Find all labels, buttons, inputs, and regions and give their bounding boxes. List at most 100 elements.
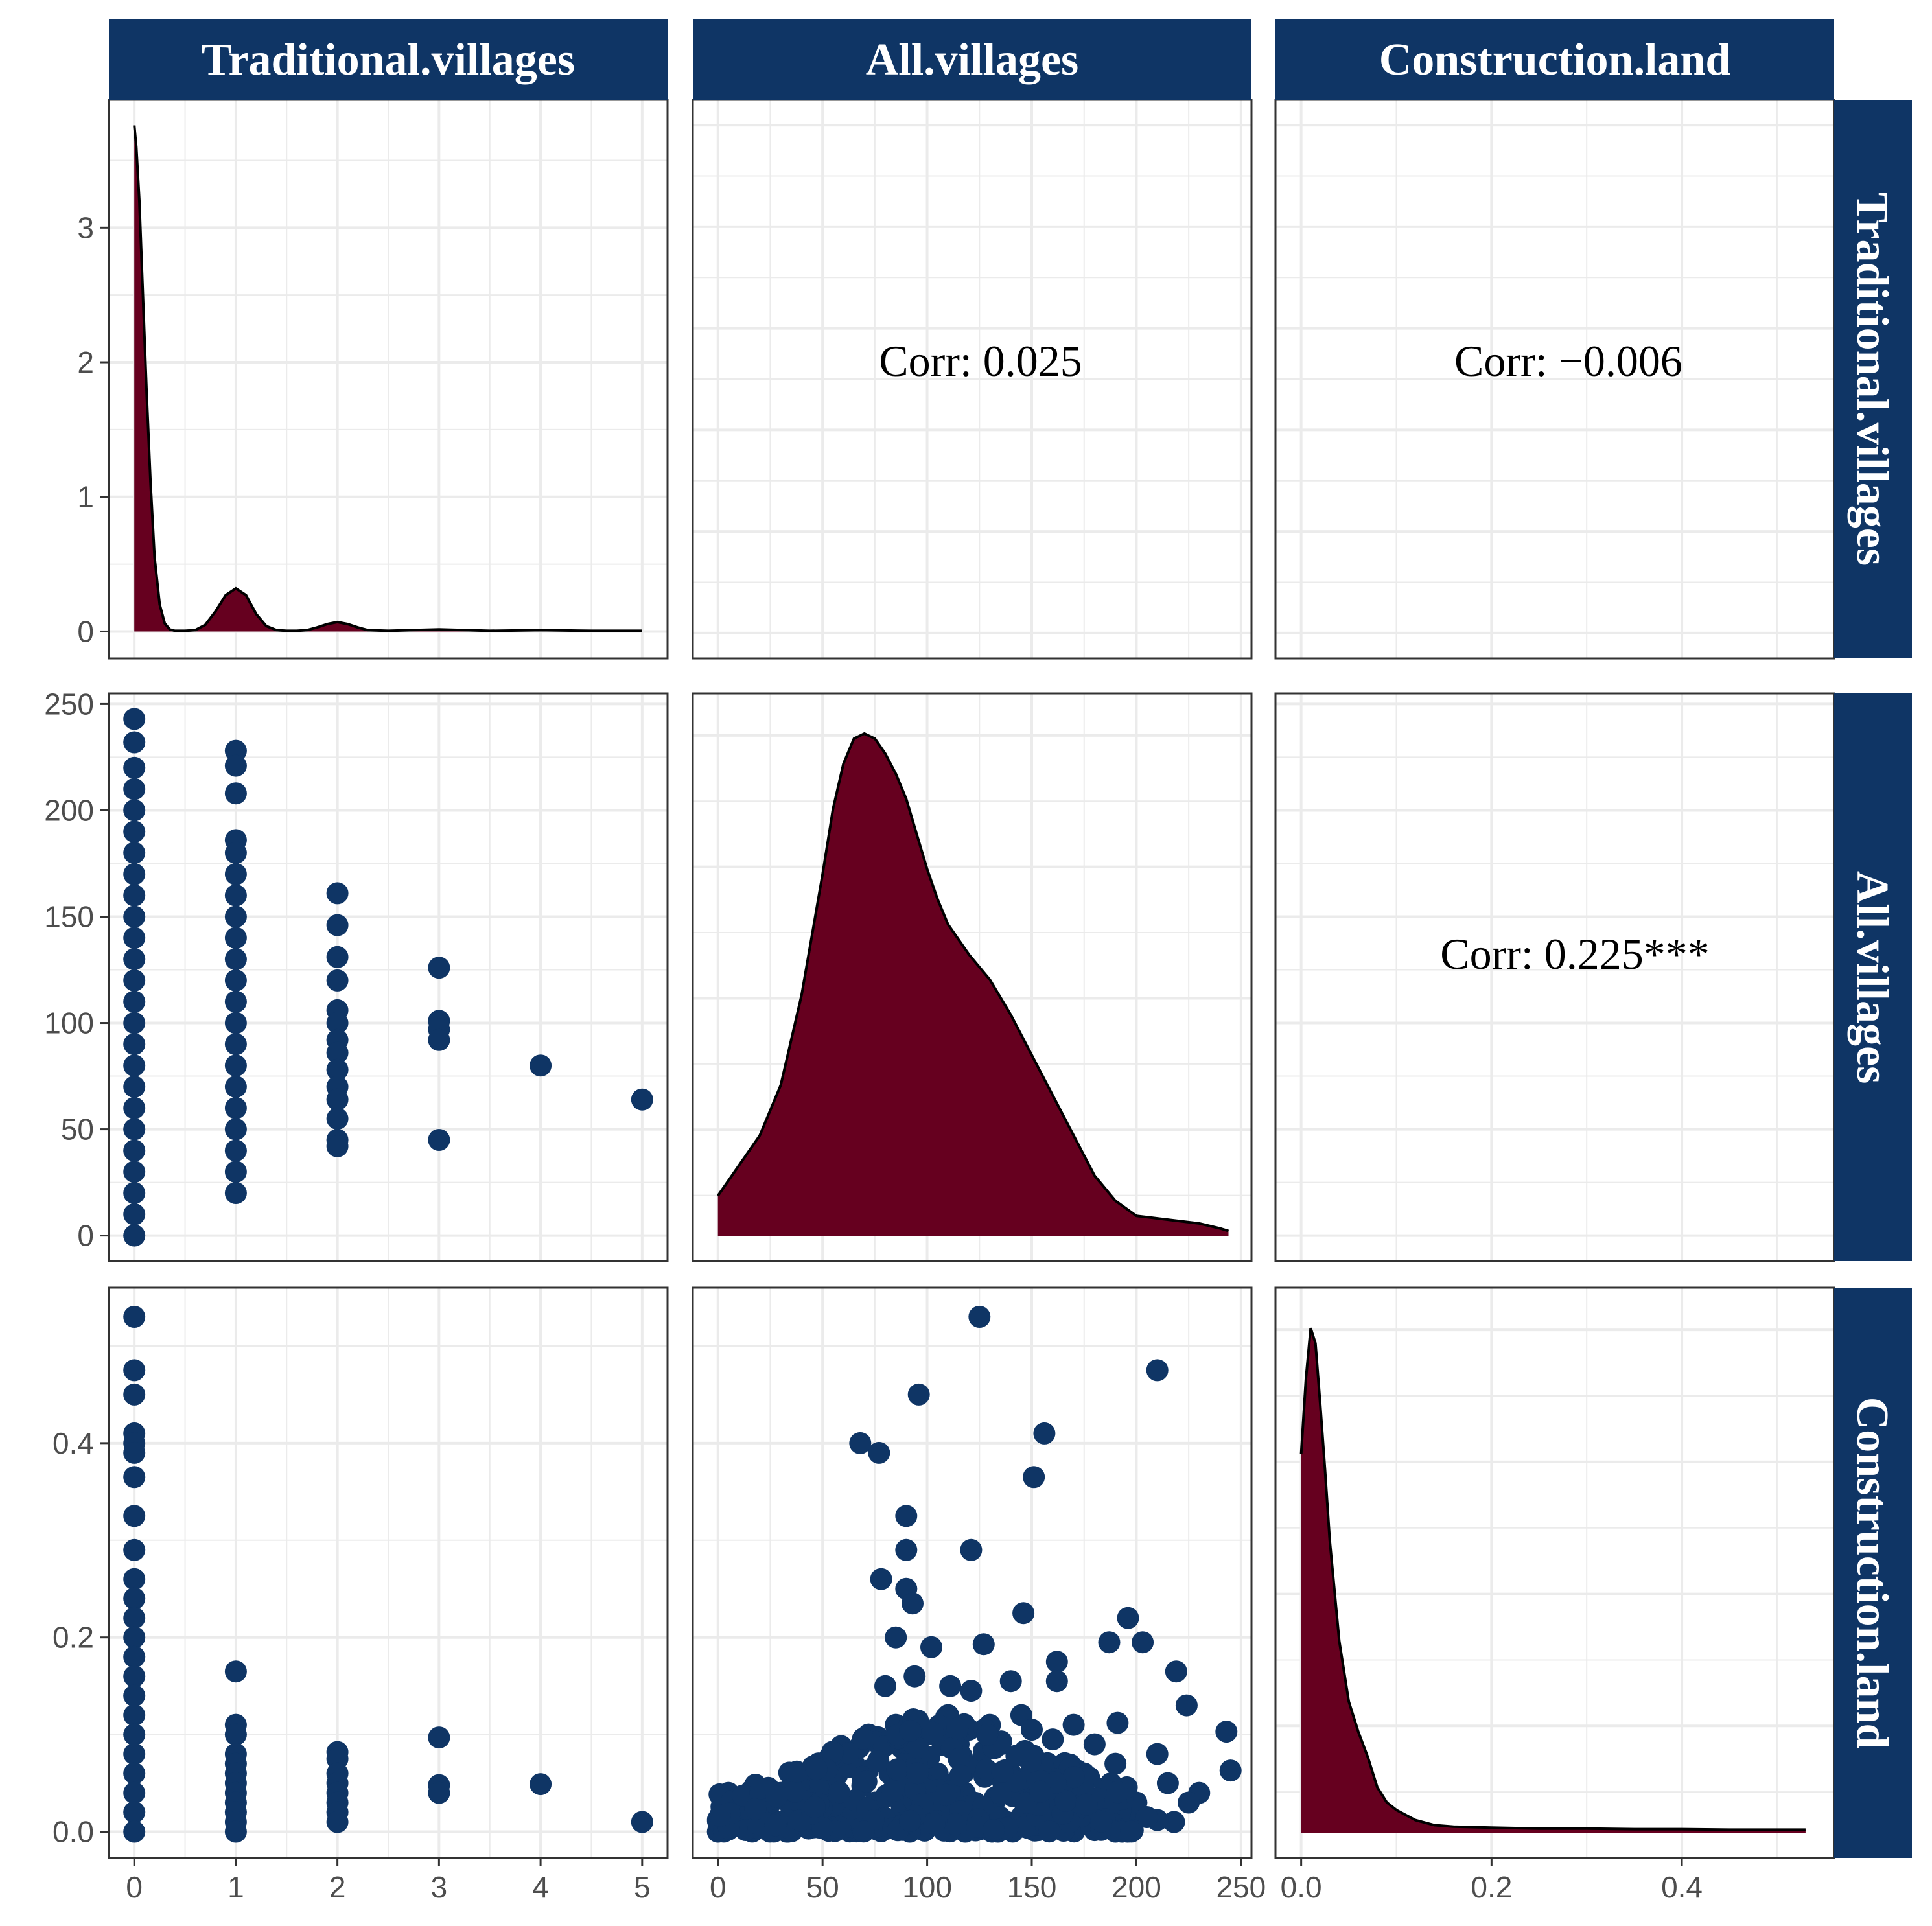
scatter-point-all-vs-traditional — [123, 1139, 146, 1162]
x-tick-label-All.villages: 50 — [806, 1870, 839, 1904]
data-layer — [123, 125, 1806, 1843]
scatter-point-construction-vs-traditional — [123, 1359, 146, 1382]
y-tick-label-All.villages: 50 — [61, 1113, 94, 1146]
row-strips: Traditional.villages All.villages Constr… — [1834, 100, 1912, 1858]
scatter-point-construction-vs-all — [1175, 1694, 1198, 1717]
y-tick-label-traditional-density: 2 — [77, 345, 94, 379]
panel-border-1-0 — [108, 692, 669, 1262]
column-strips: Traditional.villages All.villages Constr… — [109, 19, 1834, 100]
scatter-point-all-vs-traditional — [326, 1088, 349, 1111]
scatter-point-construction-vs-all — [972, 1633, 995, 1656]
tick-labels: 0 1 2 3 4 5 0 50 100 150 200 250 0.0 0.2 0.40123050100… — [44, 211, 1703, 1904]
scatter-point-construction-vs-all — [1012, 1602, 1035, 1625]
scatter-point-construction-vs-all — [885, 1626, 907, 1649]
density-line-Traditional.villages — [133, 125, 642, 632]
scatter-point-all-vs-traditional — [123, 1224, 146, 1247]
scatter-point-construction-vs-all — [828, 1781, 850, 1804]
x-tick-label-Traditional.villages: 1 — [227, 1870, 244, 1904]
scatter-point-construction-vs-all — [821, 1741, 844, 1763]
scatter-point-construction-vs-all — [709, 1804, 731, 1827]
scatter-point-construction-vs-all — [983, 1819, 1005, 1841]
scatter-point-construction-vs-all — [899, 1719, 922, 1742]
scatter-point-construction-vs-all — [852, 1727, 874, 1750]
x-tick-label-All.villages: 150 — [1007, 1870, 1057, 1904]
scatter-point-all-vs-traditional — [428, 1129, 450, 1151]
scatter-point-construction-vs-traditional — [123, 1626, 146, 1649]
x-tick-label-Traditional.villages: 0 — [126, 1870, 143, 1904]
scatter-point-all-vs-traditional — [123, 1012, 146, 1034]
scatter-point-construction-vs-traditional — [326, 1811, 349, 1833]
x-tick-label-Traditional.villages: 5 — [634, 1870, 651, 1904]
scatter-point-all-vs-traditional — [123, 990, 146, 1013]
y-tick-label-traditional-density: 3 — [77, 211, 94, 244]
scatter-point-all-vs-traditional — [224, 990, 247, 1013]
scatter-point-all-vs-traditional — [123, 756, 146, 779]
scatter-point-construction-vs-all — [1062, 1766, 1085, 1789]
y-tick-label-traditional-density: 1 — [77, 480, 94, 514]
y-tick-label-Construction.land: 0.0 — [52, 1815, 94, 1849]
scatter-point-all-vs-traditional — [123, 1161, 146, 1183]
scatter-point-construction-vs-traditional — [123, 1820, 146, 1843]
scatter-point-construction-vs-all — [1215, 1721, 1238, 1743]
scatter-point-construction-vs-all — [1146, 1359, 1169, 1382]
scatter-point-construction-vs-traditional — [123, 1587, 146, 1610]
scatter-point-all-vs-traditional — [123, 708, 146, 730]
scatter-point-all-vs-traditional — [224, 782, 247, 805]
scatter-point-all-vs-traditional — [123, 842, 146, 864]
scatter-point-construction-vs-all — [744, 1798, 767, 1820]
row-strip-label-traditional-villages: Traditional.villages — [1847, 192, 1897, 566]
scatter-point-construction-vs-all — [935, 1783, 957, 1806]
scatter-point-all-vs-traditional — [224, 842, 247, 864]
scatter-point-construction-vs-all — [1117, 1607, 1139, 1629]
scatter-point-construction-vs-all — [895, 1538, 918, 1561]
x-tick-label-Traditional.villages: 2 — [329, 1870, 346, 1904]
scatter-point-construction-vs-traditional — [123, 1684, 146, 1707]
scatter-point-all-vs-traditional — [123, 927, 146, 949]
scatter-point-all-vs-traditional — [224, 1012, 247, 1034]
scatter-point-construction-vs-all — [855, 1770, 878, 1793]
scatter-point-all-vs-traditional — [123, 731, 146, 754]
scatter-point-all-vs-traditional — [428, 1028, 450, 1051]
row-strip-traditional-villages — [1834, 100, 1912, 658]
scatter-point-construction-vs-traditional — [123, 1781, 146, 1804]
scatter-point-construction-vs-traditional — [123, 1801, 146, 1824]
scatter-point-construction-vs-all — [852, 1820, 875, 1843]
scatter-point-construction-vs-all — [907, 1383, 930, 1406]
scatter-point-construction-vs-all — [948, 1748, 970, 1770]
scatter-point-construction-vs-traditional — [123, 1607, 146, 1629]
scatter-point-all-vs-traditional — [326, 1058, 349, 1081]
x-tick-label-Traditional.villages: 3 — [431, 1870, 448, 1904]
scatter-point-all-vs-traditional — [123, 1054, 146, 1077]
y-tick-label-All.villages: 100 — [44, 1006, 94, 1040]
scatter-point-construction-vs-all — [923, 1813, 946, 1835]
scatter-point-all-vs-traditional — [224, 1076, 247, 1098]
scatter-point-all-vs-traditional — [123, 863, 146, 885]
scatter-point-construction-vs-all — [1178, 1791, 1200, 1814]
x-tick-label-Construction.land: 0.4 — [1661, 1870, 1703, 1904]
scatter-point-construction-vs-all — [960, 1680, 983, 1702]
x-tick-label-All.villages: 0 — [710, 1870, 727, 1904]
scatter-point-construction-vs-all — [874, 1675, 896, 1697]
scatter-point-construction-vs-traditional — [123, 1704, 146, 1726]
scatter-point-construction-vs-all — [895, 1505, 918, 1527]
scatter-point-all-vs-traditional — [123, 820, 146, 843]
scatter-point-construction-vs-all — [1106, 1711, 1129, 1734]
panel-border-2-1 — [692, 1286, 1253, 1859]
scatter-point-construction-vs-all — [939, 1675, 962, 1697]
scatter-point-construction-vs-all — [1219, 1759, 1242, 1782]
scatter-point-all-vs-traditional — [123, 905, 146, 928]
scatter-point-construction-vs-all — [922, 1721, 944, 1744]
scatter-point-all-vs-traditional — [224, 1182, 247, 1204]
scatter-point-all-vs-traditional — [224, 863, 247, 885]
scatter-point-construction-vs-traditional — [123, 1306, 146, 1328]
scatter-point-construction-vs-all — [1042, 1728, 1064, 1751]
y-tick-label-Construction.land: 0.2 — [52, 1621, 94, 1654]
scatter-point-construction-vs-all — [1163, 1811, 1185, 1833]
x-tick-label-Construction.land: 0.0 — [1281, 1870, 1322, 1904]
density-area-Construction.land — [1301, 1328, 1806, 1833]
scatter-point-construction-vs-traditional — [428, 1781, 450, 1804]
scatter-point-construction-vs-traditional — [123, 1568, 146, 1590]
scatter-point-construction-vs-traditional — [123, 1645, 146, 1668]
scatter-point-construction-vs-traditional — [224, 1660, 247, 1683]
scatter-point-all-vs-traditional — [224, 884, 247, 907]
